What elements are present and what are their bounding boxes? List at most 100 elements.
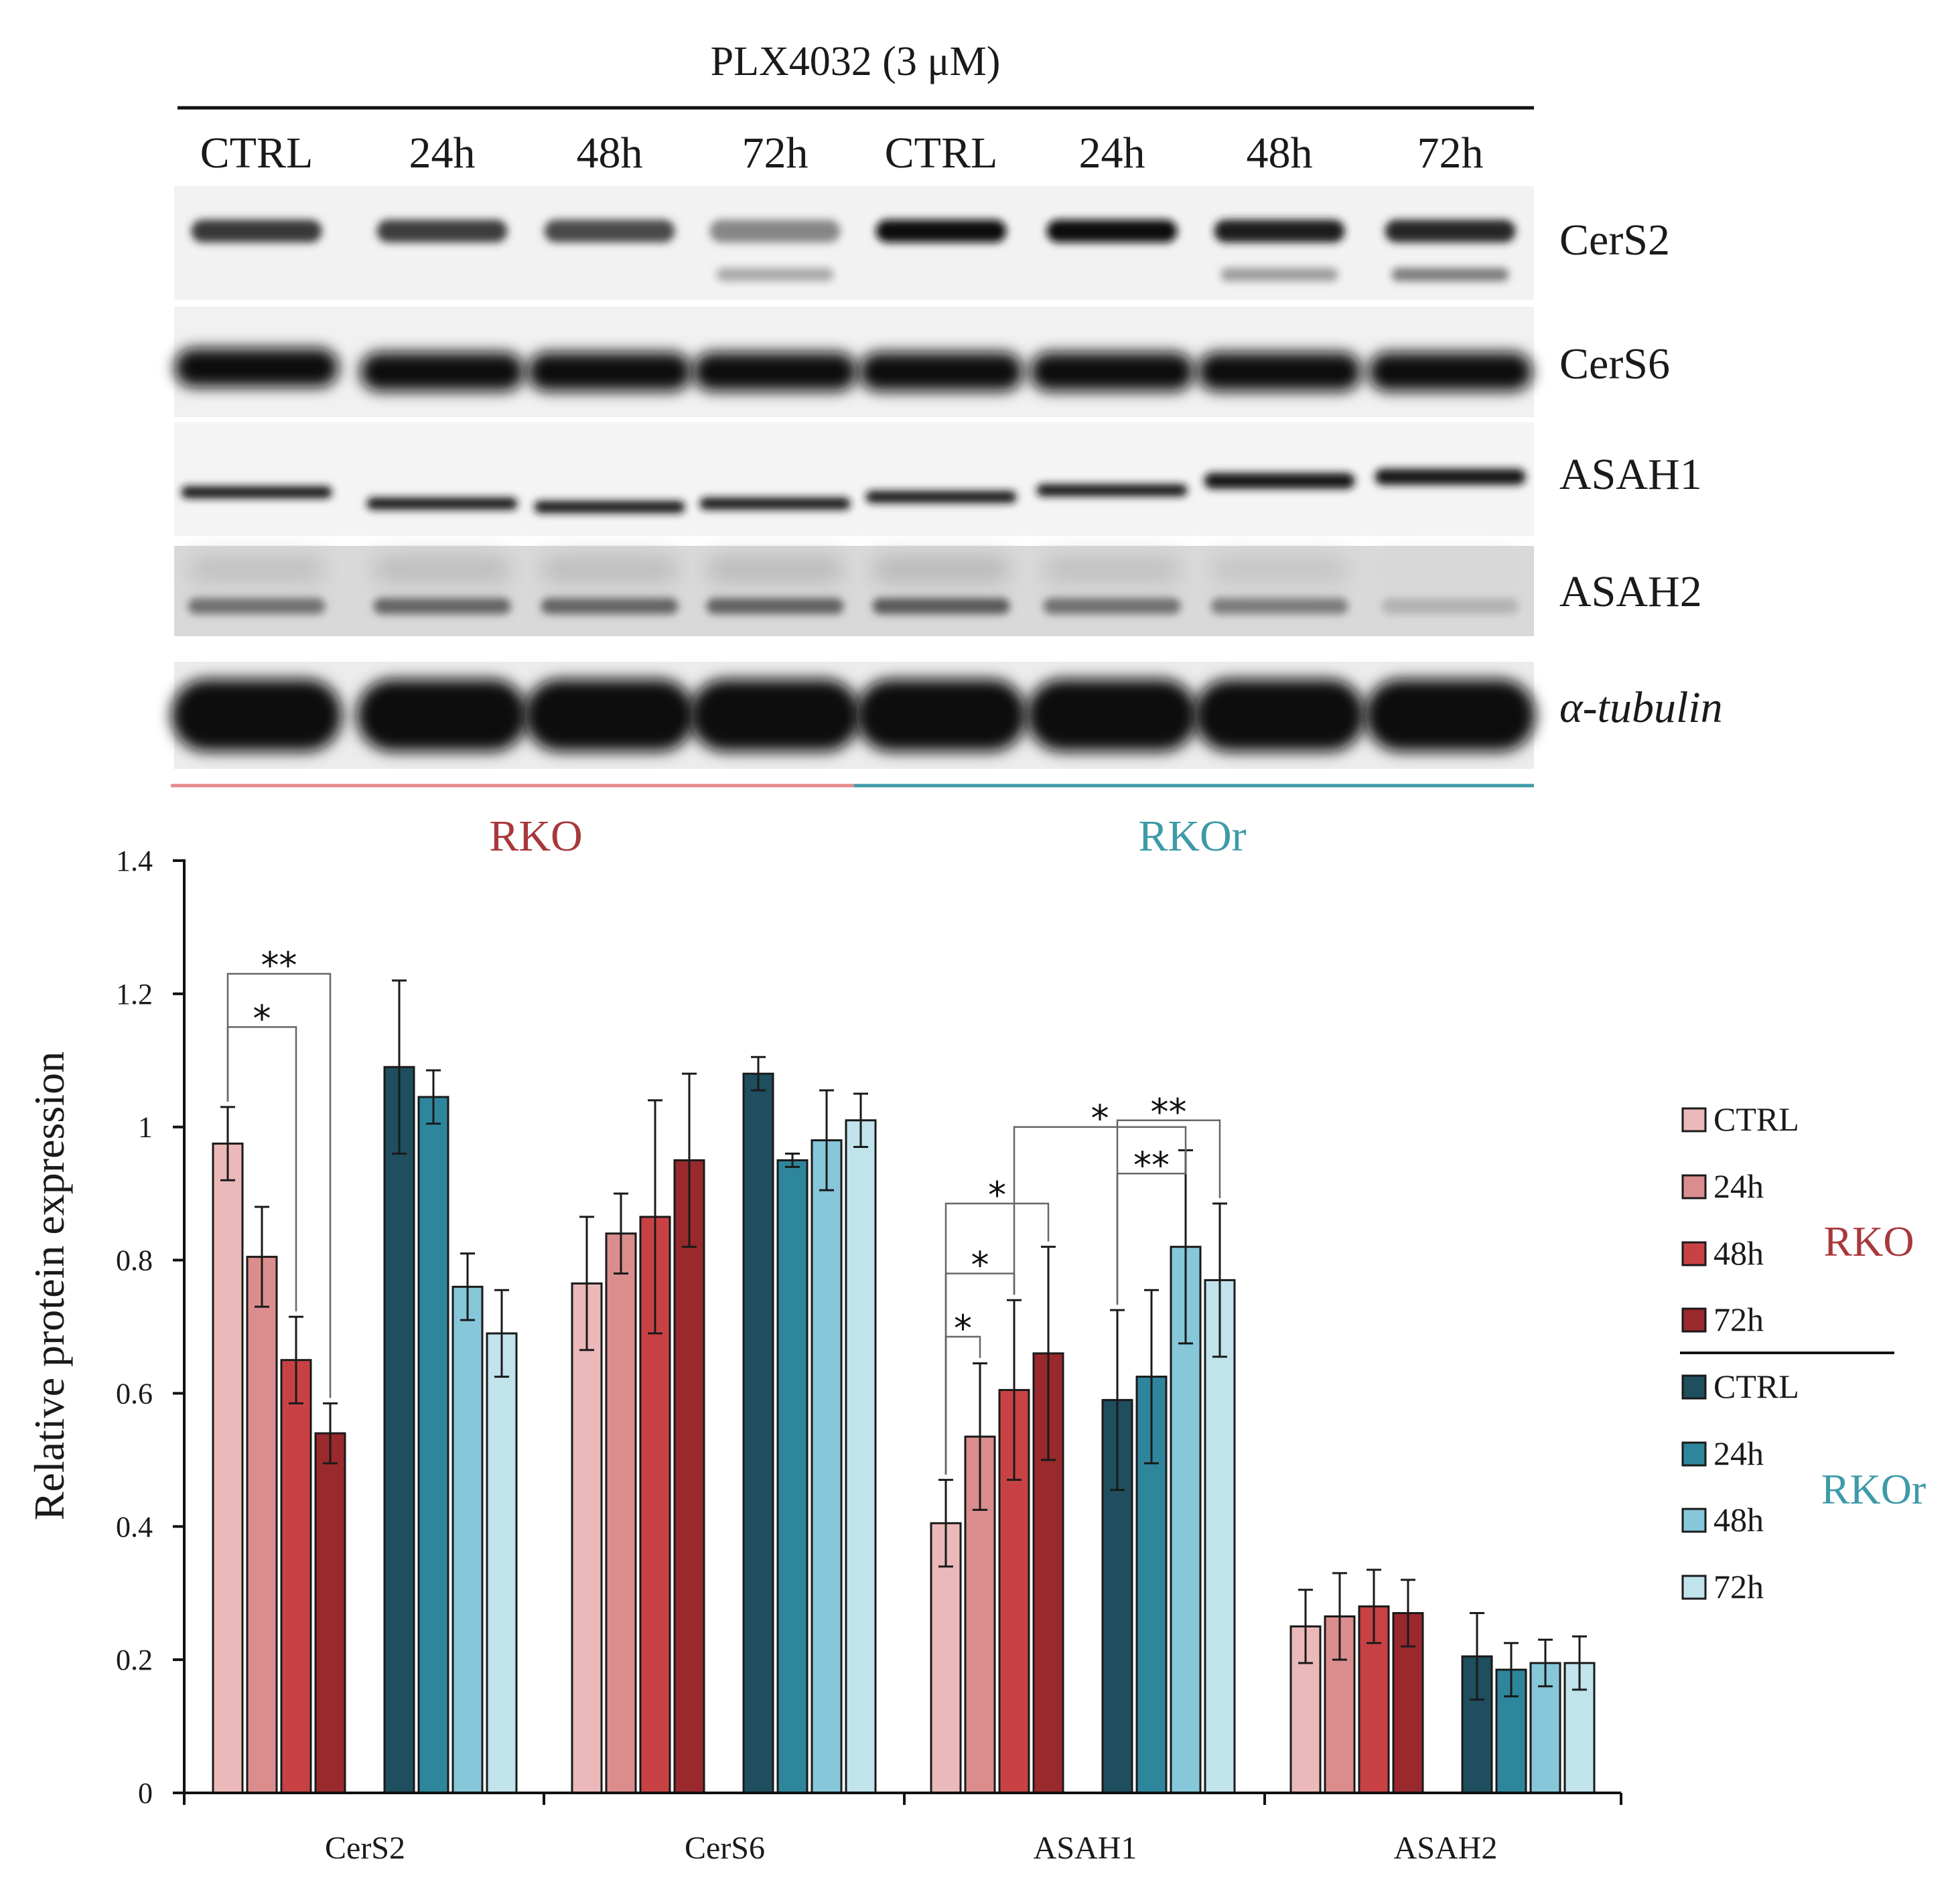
error-bar bbox=[853, 1092, 868, 1149]
legend-label: CTRL bbox=[1713, 1100, 1799, 1138]
error-bar bbox=[819, 1089, 834, 1191]
bar bbox=[776, 1159, 809, 1794]
y-tick-label: 0.4 bbox=[116, 1510, 153, 1543]
significance-label: ** bbox=[261, 944, 297, 987]
blot-band bbox=[181, 486, 332, 498]
y-tick-label: 0.2 bbox=[116, 1644, 153, 1676]
error-bar bbox=[392, 979, 407, 1155]
significance-label: * bbox=[988, 1174, 1006, 1216]
blot-band bbox=[865, 491, 1017, 503]
blot-band bbox=[1368, 352, 1533, 391]
legend-item: 48h bbox=[1681, 1501, 1764, 1538]
significance-bracket: * bbox=[1013, 1098, 1187, 1295]
y-tick-label: 0.6 bbox=[116, 1377, 153, 1410]
category-label: CerS6 bbox=[685, 1830, 765, 1866]
blot-band bbox=[356, 679, 528, 751]
category-labels: CerS2 CerS6 ASAH1 ASAH2 bbox=[325, 1830, 1497, 1866]
bars bbox=[212, 1066, 1596, 1794]
blot-band bbox=[541, 598, 679, 614]
blot-band bbox=[706, 556, 844, 583]
y-tick-label: 0 bbox=[138, 1777, 153, 1810]
y-tick-label: 1.4 bbox=[116, 845, 153, 877]
bar bbox=[417, 1096, 449, 1794]
error-bar bbox=[1504, 1642, 1519, 1698]
blot-band bbox=[360, 352, 524, 391]
error-bar bbox=[1110, 1309, 1125, 1492]
significance-label: ** bbox=[1151, 1091, 1187, 1133]
protein-label: ASAH1 bbox=[1559, 450, 1702, 499]
blot-strip-cers6 bbox=[174, 307, 1534, 417]
bar-chart: Relative protein expression 0 0.2 0.4 0.6 0.… bbox=[25, 845, 1622, 1866]
blot-band bbox=[859, 352, 1024, 391]
blot-band bbox=[373, 598, 511, 614]
legend-group-rkor: RKOr bbox=[1821, 1465, 1926, 1513]
bar bbox=[605, 1232, 637, 1794]
error-bars bbox=[220, 979, 1587, 1701]
western-blot: PLX4032 (3 μM) CTRL 24h 48h 72h CTRL 24h… bbox=[171, 39, 1723, 861]
error-bar bbox=[1007, 1299, 1022, 1481]
error-bar bbox=[579, 1216, 594, 1352]
blot-band bbox=[534, 501, 685, 513]
blot-band bbox=[716, 268, 834, 281]
lane-label: 48h bbox=[577, 129, 643, 177]
blot-strip-cers2 bbox=[174, 186, 1534, 300]
y-tick-label: 0.8 bbox=[116, 1244, 153, 1277]
legend-item: CTRL bbox=[1681, 1368, 1799, 1405]
error-bar bbox=[1470, 1612, 1484, 1701]
blot-band bbox=[1030, 352, 1194, 391]
legend-swatch bbox=[1681, 1374, 1707, 1400]
significance-bracket: * bbox=[944, 1307, 981, 1475]
significance-bracket: ** bbox=[1116, 1091, 1221, 1305]
legend-swatch bbox=[1681, 1107, 1707, 1133]
bar bbox=[571, 1282, 603, 1794]
error-bar bbox=[1401, 1579, 1415, 1648]
bar bbox=[280, 1359, 312, 1794]
bar bbox=[811, 1139, 843, 1794]
blot-strip-asah2 bbox=[174, 546, 1534, 636]
blot-band bbox=[1220, 268, 1338, 281]
protein-label: ASAH2 bbox=[1559, 567, 1702, 616]
error-bar bbox=[1212, 1202, 1227, 1358]
lane-label: 48h bbox=[1247, 129, 1313, 177]
legend-swatch bbox=[1681, 1508, 1707, 1533]
blot-band bbox=[872, 598, 1010, 614]
blot-band bbox=[373, 556, 511, 583]
blot-band bbox=[524, 679, 695, 751]
blot-band bbox=[527, 352, 692, 391]
blot-band bbox=[1381, 556, 1519, 583]
blot-band bbox=[1381, 598, 1519, 614]
error-bar bbox=[938, 1479, 953, 1568]
legend-label: 48h bbox=[1713, 1234, 1764, 1272]
legend-item: 72h bbox=[1681, 1301, 1764, 1338]
blot-band bbox=[1364, 679, 1536, 751]
lane-label: 24h bbox=[1079, 129, 1145, 177]
lane-label: 24h bbox=[409, 129, 476, 177]
error-bar bbox=[1367, 1569, 1381, 1644]
blot-band bbox=[366, 498, 518, 510]
blot-band bbox=[171, 679, 342, 751]
significance-label: * bbox=[954, 1307, 972, 1350]
error-bar bbox=[1041, 1246, 1056, 1461]
legend-swatch bbox=[1681, 1174, 1707, 1200]
legend-swatch bbox=[1681, 1441, 1707, 1467]
blot-band bbox=[693, 352, 857, 391]
lane-label: 72h bbox=[1417, 129, 1484, 177]
significance-bracket: * bbox=[944, 1174, 1050, 1475]
protein-labels: CerS2 CerS6 ASAH1 ASAH2 α-tubulin bbox=[1559, 216, 1723, 732]
category-label: CerS2 bbox=[325, 1830, 405, 1866]
blot-band bbox=[544, 220, 675, 242]
blot-band bbox=[1197, 352, 1362, 391]
legend: CTRL 24h 48h 72h CTRL 24h 48h 72h RKO RKOr bbox=[1680, 1100, 1926, 1605]
blot-band bbox=[191, 220, 322, 242]
error-bar bbox=[1572, 1635, 1587, 1691]
blot-band bbox=[876, 220, 1007, 242]
rkor-group-label: RKOr bbox=[1138, 812, 1246, 861]
error-bar bbox=[785, 1152, 800, 1168]
lane-label: 72h bbox=[742, 129, 809, 177]
category-label: ASAH1 bbox=[1034, 1830, 1137, 1866]
legend-group-rko: RKO bbox=[1823, 1218, 1914, 1265]
legend-item: 72h bbox=[1681, 1568, 1764, 1605]
error-bar bbox=[1298, 1589, 1313, 1664]
significance-bracket: ** bbox=[226, 944, 332, 1398]
